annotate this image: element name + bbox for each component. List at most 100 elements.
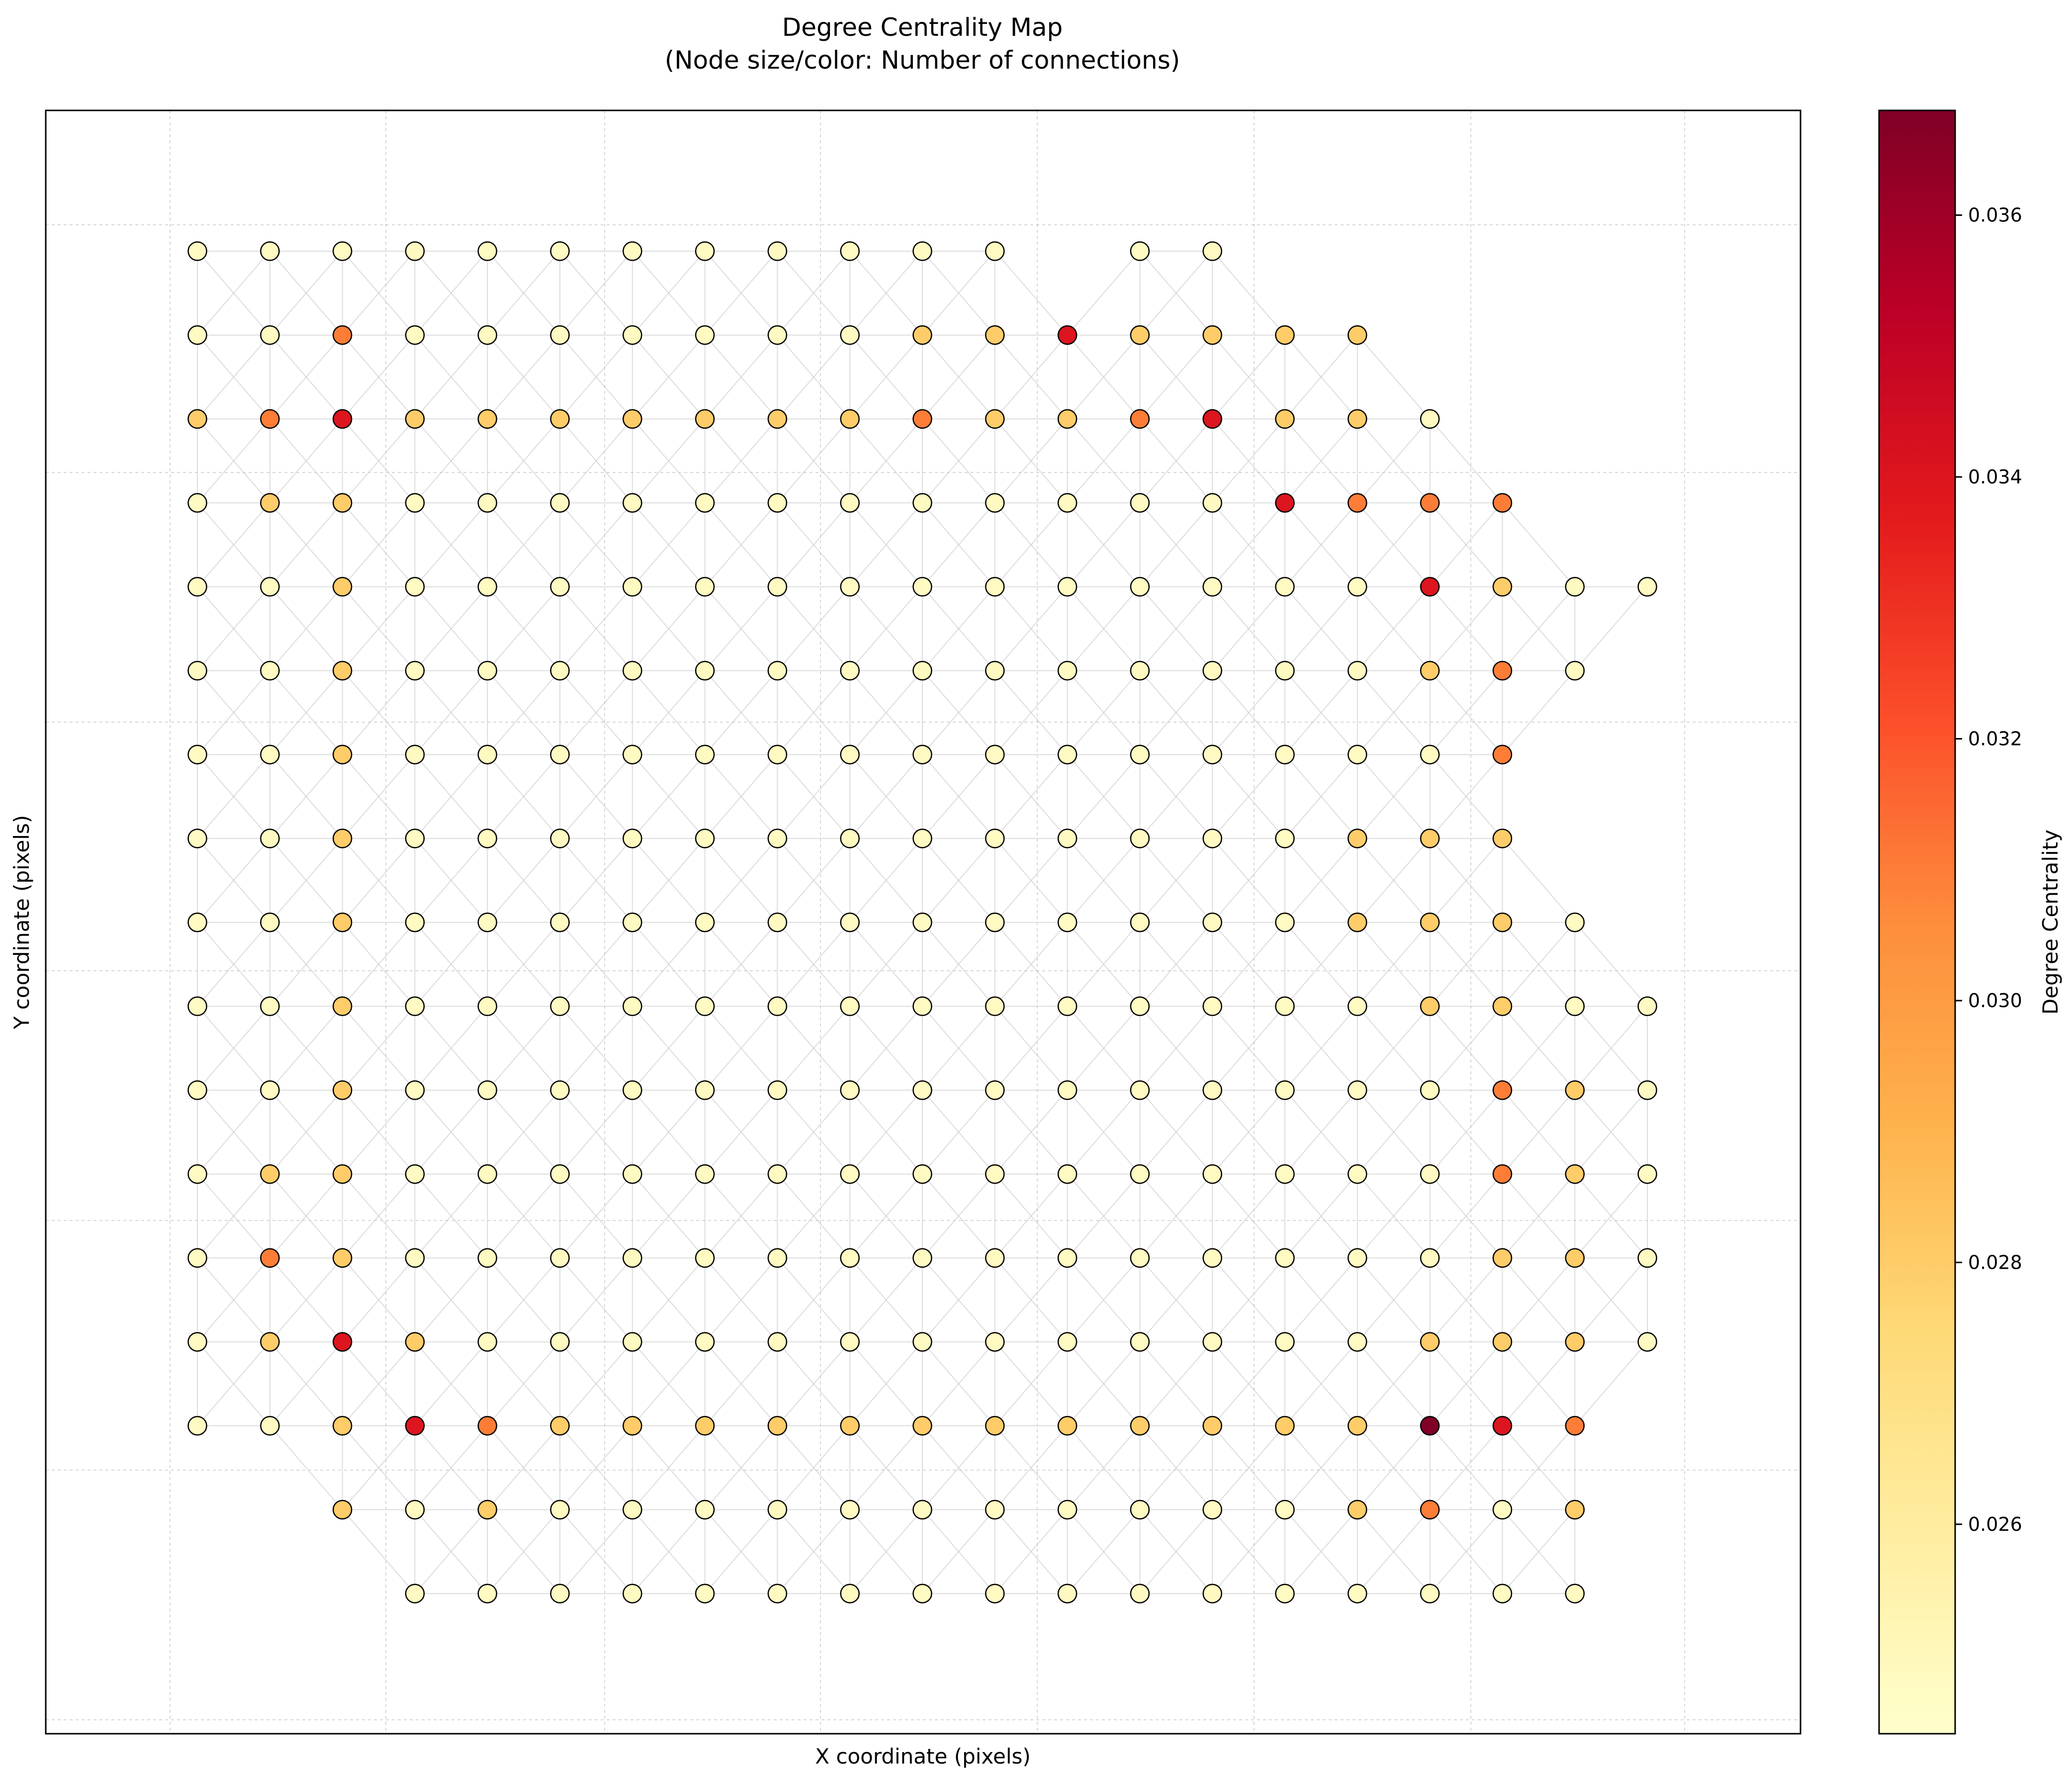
network-edge [994, 1509, 1068, 1594]
network-edge [1429, 1341, 1503, 1426]
network-edge [487, 1509, 560, 1594]
network-node [985, 745, 1005, 764]
network-edge [414, 586, 488, 671]
network-edge [1574, 1006, 1648, 1091]
network-node [1492, 829, 1513, 848]
network-edge [487, 586, 560, 671]
network-node [1565, 1416, 1585, 1436]
network-node [985, 577, 1005, 597]
network-edge [270, 418, 343, 503]
network-node [550, 493, 570, 513]
network-node [1420, 996, 1440, 1017]
network-edge [197, 754, 270, 839]
network-edge [559, 838, 633, 923]
network-node [985, 660, 1005, 681]
network-edge [632, 754, 706, 839]
network-edge [922, 1257, 995, 1342]
network-node [1057, 829, 1078, 848]
network-node [1637, 577, 1657, 597]
network-edge [849, 1090, 923, 1175]
network-node [985, 409, 1005, 429]
network-edge [1067, 670, 1141, 755]
network-node [260, 912, 280, 933]
network-node [1348, 996, 1367, 1017]
colorbar [1878, 109, 1956, 1735]
network-node [1275, 996, 1295, 1017]
network-node [1420, 1584, 1440, 1603]
network-edge [1067, 418, 1141, 503]
network-node [332, 577, 353, 597]
network-node [695, 241, 715, 261]
network-node [405, 996, 425, 1017]
network-node [840, 829, 860, 848]
network-edge [487, 1257, 560, 1342]
network-node [1202, 241, 1222, 261]
network-edge [414, 1257, 488, 1342]
network-node [550, 745, 570, 764]
network-edge [1284, 670, 1358, 755]
network-edge [632, 502, 706, 587]
network-node [1565, 996, 1585, 1017]
network-edge [414, 1509, 488, 1594]
network-node [332, 325, 353, 345]
network-node [985, 493, 1005, 513]
network-node [187, 241, 207, 261]
network-node [1130, 577, 1150, 597]
network-node [1420, 493, 1440, 513]
network-node [985, 1164, 1005, 1184]
network-node [550, 1332, 570, 1352]
network-edge [1357, 1425, 1431, 1510]
network-edge [414, 502, 488, 587]
network-edge [1502, 1257, 1575, 1342]
network-node [840, 1416, 860, 1436]
network-node [260, 493, 280, 513]
network-node [260, 660, 280, 681]
network-node [1275, 1248, 1295, 1268]
network-node [1130, 1164, 1150, 1184]
network-edge [1429, 1090, 1503, 1175]
network-node [767, 660, 788, 681]
network-node [1637, 996, 1657, 1017]
network-node [405, 325, 425, 345]
network-edge [1502, 502, 1575, 587]
network-edge [1212, 670, 1285, 755]
network-edge [342, 251, 416, 336]
network-edge [1284, 1257, 1358, 1342]
network-node [1492, 1164, 1513, 1184]
network-edge [197, 251, 270, 336]
network-edge [270, 251, 343, 336]
network-node [767, 996, 788, 1017]
network-edge [922, 1509, 995, 1594]
network-node [1420, 745, 1440, 764]
network-node [260, 1416, 280, 1436]
network-node [477, 1499, 497, 1520]
network-edge [414, 838, 488, 923]
network-node [477, 1584, 497, 1603]
colorbar-tick-label: 0.028 [1968, 1251, 2022, 1273]
network-edge [1139, 251, 1213, 336]
network-edge [1139, 670, 1213, 755]
network-edge [197, 1257, 270, 1342]
network-edge [1212, 1257, 1285, 1342]
network-edge [849, 922, 923, 1007]
network-node [1057, 1164, 1078, 1184]
network-edge [777, 586, 850, 671]
network-edge [704, 1341, 778, 1426]
network-edge [849, 1341, 923, 1426]
network-node [840, 912, 860, 933]
network-node [405, 1416, 425, 1436]
network-edge [487, 922, 560, 1007]
network-node [985, 325, 1005, 345]
network-node [1057, 1499, 1078, 1520]
network-node [187, 325, 207, 345]
network-edge [1574, 1341, 1648, 1426]
network-node [695, 493, 715, 513]
network-edge [849, 586, 923, 671]
network-edge [1139, 418, 1213, 503]
network-node [1275, 409, 1295, 429]
network-edge [1502, 586, 1575, 671]
colorbar-label: Degree Centrality [2038, 830, 2063, 1015]
node-layer [187, 241, 1657, 1603]
network-node [623, 1332, 642, 1352]
network-edge [1429, 670, 1503, 755]
